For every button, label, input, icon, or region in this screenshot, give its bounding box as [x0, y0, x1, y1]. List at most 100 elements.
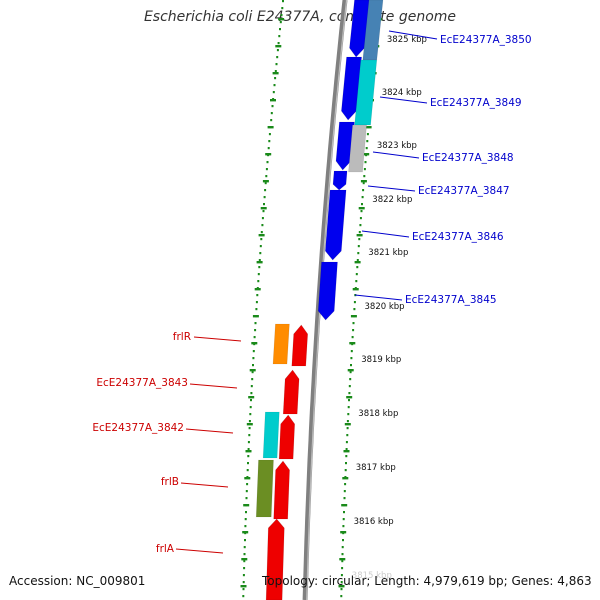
scale-dot: [248, 420, 251, 423]
scale-dot: [266, 161, 269, 164]
scale-label-3821-kbp: 3821 kbp: [368, 248, 408, 258]
gene-label-ece24377a-3843: EcE24377A_3843: [96, 377, 188, 389]
scale-dot: [340, 588, 343, 591]
gene-ece24377a-3846: [324, 189, 347, 261]
scale-dot: [356, 259, 359, 262]
scale-dot: [268, 140, 271, 143]
scale-dot: [355, 280, 358, 283]
scale-dot: [268, 133, 271, 136]
scale-dot: [347, 413, 350, 416]
scale-dot: [275, 63, 278, 66]
scale-dash: [262, 180, 269, 183]
scale-dot: [255, 308, 258, 311]
scale-dot: [349, 378, 352, 381]
scale-dot: [366, 140, 369, 143]
scale-dot: [242, 588, 245, 591]
gene-label-frlb: frlB: [161, 476, 179, 488]
cog-block-olive: [255, 459, 274, 518]
scale-dot: [348, 399, 350, 402]
scale-dash: [347, 369, 354, 372]
scale-dot: [251, 371, 254, 374]
scale-dash: [358, 207, 365, 210]
scale-dot: [263, 203, 265, 206]
scale-dot: [362, 189, 365, 192]
scale-dash: [258, 234, 265, 237]
scale-dot: [274, 70, 277, 73]
scale-dash: [245, 450, 252, 453]
scale-label-3824-kbp: 3824 kbp: [382, 88, 422, 98]
scale-dot: [359, 224, 362, 227]
scale-dot: [245, 511, 247, 514]
scale-label-3815-kbp: 3815 kbp: [352, 571, 392, 581]
scale-dash: [265, 153, 272, 156]
scale-dash: [354, 261, 361, 264]
scale-dot: [342, 525, 345, 528]
scale-dot: [281, 7, 284, 10]
gene-label-ece24377a-3842: EcE24377A_3842: [92, 422, 184, 434]
scale-dash: [254, 288, 261, 291]
leader-line-ece24377a-3843: [189, 383, 238, 389]
scale-dot: [352, 329, 355, 332]
scale-dot: [242, 581, 245, 584]
scale-dot: [248, 427, 251, 430]
scale-dot: [282, 0, 284, 3]
scale-dash: [341, 504, 348, 507]
scale-dot: [361, 203, 363, 206]
scale-dot: [265, 168, 268, 171]
scale-dot: [244, 518, 247, 521]
scale-dot: [342, 518, 345, 521]
scale-dot: [358, 238, 361, 241]
scale-dot: [343, 511, 345, 514]
scale-dot: [252, 364, 254, 367]
scale-dash: [346, 396, 353, 399]
scale-dot: [242, 574, 245, 577]
inner-scale-ring: [240, 0, 285, 598]
scale-label-3822-kbp: 3822 kbp: [372, 195, 412, 205]
scale-dash: [242, 531, 249, 534]
leader-line-frlb: [180, 482, 229, 488]
scale-dot: [280, 14, 283, 17]
scale-dot: [257, 280, 260, 283]
scale-dot: [364, 161, 367, 164]
scale-dot: [260, 238, 263, 241]
scale-dot: [357, 245, 360, 248]
scale-label-3820-kbp: 3820 kbp: [365, 302, 405, 312]
scale-dot: [248, 434, 251, 437]
leader-line-frlr: [193, 336, 242, 342]
scale-dot: [351, 336, 354, 339]
scale-dot: [273, 84, 276, 87]
scale-dot: [256, 294, 259, 297]
scale-dash: [256, 261, 263, 264]
scale-dot: [258, 266, 261, 269]
scale-dot: [361, 196, 364, 199]
scale-dot: [261, 217, 264, 220]
scale-dot: [250, 385, 253, 388]
scale-dash: [241, 558, 248, 561]
scale-dot: [279, 21, 282, 24]
scale-dot: [262, 210, 265, 213]
scale-dot: [250, 399, 252, 402]
scale-dot: [264, 182, 267, 185]
scale-dot: [277, 42, 280, 45]
scale-dot: [279, 28, 281, 31]
scale-dot: [270, 119, 273, 122]
topology-label: Topology: circular; Length: 4,979,619 bp…: [262, 574, 592, 588]
scale-dot: [250, 392, 253, 395]
scale-dot: [346, 427, 349, 430]
scale-dot: [252, 350, 255, 353]
scale-dot: [346, 420, 349, 423]
gene-label-frla: frlA: [156, 543, 175, 555]
scale-dot: [247, 448, 250, 451]
scale-dot: [272, 91, 275, 94]
gene-ece24377a-3847: [332, 170, 348, 191]
scale-dot: [355, 273, 358, 276]
leader-line-ece24377a-3846: [361, 230, 410, 238]
scale-dot: [243, 553, 246, 556]
scale-label-3816-kbp: 3816 kbp: [354, 517, 394, 527]
gene-label-ece24377a-3848: EcE24377A_3848: [422, 152, 514, 164]
scale-label-3825-kbp: 3825 kbp: [387, 35, 427, 45]
scale-dot: [359, 217, 362, 220]
scale-dot: [347, 406, 350, 409]
scale-dash: [350, 315, 357, 318]
scale-dash: [244, 477, 251, 480]
